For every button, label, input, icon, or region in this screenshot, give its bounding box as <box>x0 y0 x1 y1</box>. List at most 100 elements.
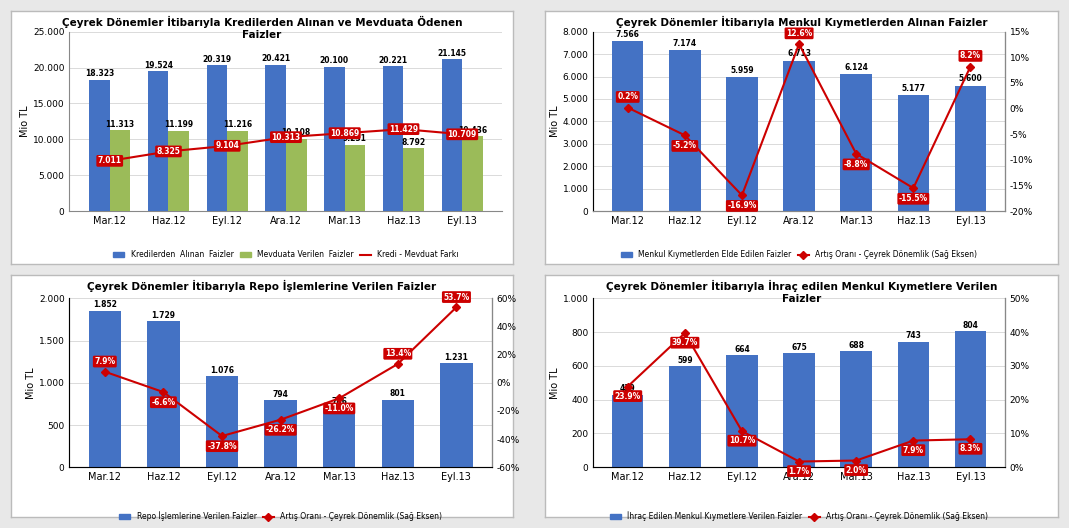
Text: 1.729: 1.729 <box>152 310 175 319</box>
Text: 8.3%: 8.3% <box>960 444 981 454</box>
Bar <box>89 80 110 211</box>
Text: 743: 743 <box>905 332 921 341</box>
Text: 8.2%: 8.2% <box>960 51 981 60</box>
Text: 8.792: 8.792 <box>402 138 425 147</box>
Text: 429: 429 <box>620 384 636 393</box>
Text: 20.319: 20.319 <box>202 55 232 64</box>
Legend: Repo İşlemlerine Verilen Faizler, Artış Oranı - Çeyrek Dönemlik (Sağ Eksen): Repo İşlemlerine Verilen Faizler, Artış … <box>115 508 446 524</box>
Text: 39.7%: 39.7% <box>671 338 698 347</box>
Text: 23.9%: 23.9% <box>615 392 640 401</box>
Text: 801: 801 <box>390 389 406 398</box>
Text: -16.9%: -16.9% <box>727 202 757 211</box>
Text: 1.852: 1.852 <box>93 300 117 309</box>
Text: 9.231: 9.231 <box>343 135 367 144</box>
Bar <box>286 139 307 211</box>
Text: 0.2%: 0.2% <box>617 92 638 101</box>
Text: 5.959: 5.959 <box>730 66 754 75</box>
Text: 10.709: 10.709 <box>448 130 477 139</box>
Text: 2.0%: 2.0% <box>846 466 867 475</box>
Bar <box>955 86 986 211</box>
Text: 7.566: 7.566 <box>616 30 639 39</box>
Bar <box>323 408 355 467</box>
Text: 11.199: 11.199 <box>165 120 193 129</box>
Bar <box>169 131 189 211</box>
Bar <box>148 321 180 467</box>
Text: 10.313: 10.313 <box>272 133 300 142</box>
Text: 11.429: 11.429 <box>389 125 418 134</box>
Text: -15.5%: -15.5% <box>899 194 928 203</box>
Text: -8.8%: -8.8% <box>845 160 868 169</box>
Bar <box>403 148 424 211</box>
Bar <box>148 71 169 211</box>
Bar <box>324 67 344 211</box>
Y-axis label: Mio TL: Mio TL <box>549 106 560 137</box>
Bar <box>228 130 248 211</box>
Bar <box>898 95 929 211</box>
Legend: İhraç Edilen Menkul Kıymetlere Verilen Faizler, Artış Oranı - Çeyrek Dönemlik (S: İhraç Edilen Menkul Kıymetlere Verilen F… <box>607 508 991 524</box>
Bar <box>898 342 929 467</box>
Text: 13.4%: 13.4% <box>385 350 410 359</box>
Text: -11.0%: -11.0% <box>325 404 354 413</box>
Bar <box>264 400 297 467</box>
Text: -26.2%: -26.2% <box>266 426 295 435</box>
Bar <box>206 65 228 211</box>
Text: 664: 664 <box>734 345 749 354</box>
Text: 794: 794 <box>273 390 289 399</box>
Text: Çeyrek Dönemler İtibarıyla Repo İşlemlerine Verilen Faizler: Çeyrek Dönemler İtibarıyla Repo İşlemler… <box>88 280 436 292</box>
Bar <box>206 376 238 467</box>
Text: Çeyrek Dönemler İtibarıyla İhraç edilen Menkul Kıymetlere Verilen
Faizler: Çeyrek Dönemler İtibarıyla İhraç edilen … <box>606 280 997 304</box>
Text: 1.076: 1.076 <box>210 366 234 375</box>
Text: 10.7%: 10.7% <box>729 436 755 445</box>
Bar <box>440 363 472 467</box>
Y-axis label: Mio TL: Mio TL <box>549 367 560 399</box>
Bar <box>441 59 462 211</box>
Text: 5.600: 5.600 <box>959 74 982 83</box>
Bar <box>613 41 644 211</box>
Text: 7.011: 7.011 <box>97 156 122 165</box>
Bar <box>383 66 403 211</box>
Bar <box>955 332 986 467</box>
Text: 6.713: 6.713 <box>787 49 811 58</box>
Text: 10.869: 10.869 <box>330 129 359 138</box>
Text: 12.6%: 12.6% <box>786 29 812 38</box>
Text: 688: 688 <box>848 341 864 350</box>
Bar <box>840 74 872 211</box>
Text: 6.124: 6.124 <box>845 62 868 71</box>
Bar <box>265 64 286 211</box>
Bar <box>726 78 758 211</box>
Y-axis label: Mio TL: Mio TL <box>26 367 36 399</box>
Text: 1.7%: 1.7% <box>789 467 809 476</box>
Text: 20.421: 20.421 <box>261 54 291 63</box>
Text: 9.104: 9.104 <box>215 142 239 150</box>
Text: -5.2%: -5.2% <box>672 142 697 150</box>
Text: -6.6%: -6.6% <box>152 398 175 407</box>
Text: 1.231: 1.231 <box>445 353 468 362</box>
Text: 7.9%: 7.9% <box>94 357 115 366</box>
Text: 10.436: 10.436 <box>458 126 487 135</box>
Bar <box>613 395 644 467</box>
Text: 11.216: 11.216 <box>223 120 252 129</box>
Legend: Kredilerden  Alınan  Faizler, Mevduata Verilen  Faizler, Kredi - Mevduat Farkı: Kredilerden Alınan Faizler, Mevduata Ver… <box>110 247 462 262</box>
Text: 20.221: 20.221 <box>378 55 407 64</box>
Text: 21.145: 21.145 <box>437 49 466 58</box>
Bar <box>669 366 700 467</box>
Text: 7.174: 7.174 <box>672 39 697 48</box>
Text: 7.9%: 7.9% <box>902 446 924 455</box>
Bar <box>726 355 758 467</box>
Text: 5.177: 5.177 <box>901 84 926 93</box>
Text: 8.325: 8.325 <box>156 147 181 156</box>
Text: 20.100: 20.100 <box>320 56 348 65</box>
Bar <box>669 50 700 211</box>
Bar <box>462 136 483 211</box>
Legend: Menkul Kıymetlerden Elde Edilen Faizler, Artış Oranı - Çeyrek Dönemlik (Sağ Ekse: Menkul Kıymetlerden Elde Edilen Faizler,… <box>618 247 980 262</box>
Bar <box>344 145 366 211</box>
Text: 11.313: 11.313 <box>106 119 135 128</box>
Text: Çeyrek Dönemler İtibarıyla Menkul Kıymetlerden Alınan Faizler: Çeyrek Dönemler İtibarıyla Menkul Kıymet… <box>616 16 988 28</box>
Text: 19.524: 19.524 <box>143 61 173 70</box>
Text: 675: 675 <box>791 343 807 352</box>
Text: 804: 804 <box>962 321 978 330</box>
Bar <box>382 400 414 467</box>
Text: 10.108: 10.108 <box>281 128 311 137</box>
Text: -37.8%: -37.8% <box>207 441 237 451</box>
Bar <box>110 130 130 211</box>
